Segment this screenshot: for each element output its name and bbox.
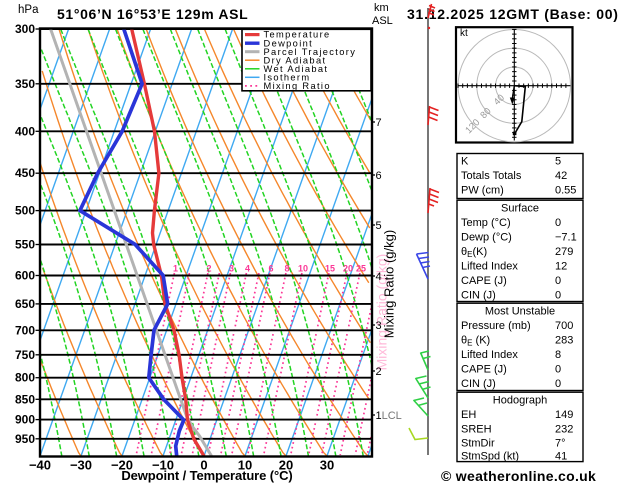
svg-text:550: 550 [15,238,35,252]
svg-text:7: 7 [376,117,382,129]
svg-text:−20: −20 [111,458,133,473]
svg-text:0: 0 [555,275,561,287]
svg-text:8: 8 [284,264,289,274]
svg-text:Mixing Ratio: Mixing Ratio [264,81,331,91]
svg-text:232: 232 [555,423,573,435]
svg-text:Parcel Trajectory: Parcel Trajectory [264,47,357,57]
svg-text:400: 400 [15,124,35,138]
svg-text:350: 350 [15,77,35,91]
svg-text:PW (cm): PW (cm) [461,185,504,197]
svg-text:3: 3 [229,264,234,274]
svg-text:θE(K): θE(K) [461,246,487,259]
svg-text:© weatheronline.co.uk: © weatheronline.co.uk [441,468,596,484]
svg-text:SREH: SREH [461,423,492,435]
svg-text:−40: −40 [29,458,51,473]
svg-text:Wet Adiabat: Wet Adiabat [264,64,329,74]
svg-text:StmSpd (kt): StmSpd (kt) [461,451,519,463]
svg-text:279: 279 [555,246,573,258]
svg-text:Pressure (mb): Pressure (mb) [461,320,531,332]
svg-text:450: 450 [15,166,35,180]
svg-text:2: 2 [206,264,211,274]
svg-text:ASL: ASL [372,15,393,27]
svg-text:0: 0 [555,290,561,302]
svg-text:2: 2 [376,366,382,378]
svg-text:−10: −10 [152,458,174,473]
svg-text:6: 6 [376,170,382,182]
svg-text:Dewpoint / Temperature (°C): Dewpoint / Temperature (°C) [121,468,292,483]
svg-text:CAPE (J): CAPE (J) [461,275,507,287]
svg-text:7°: 7° [555,438,566,450]
svg-text:12: 12 [555,261,567,273]
svg-text:0: 0 [555,378,561,390]
svg-text:0.55: 0.55 [555,185,576,197]
svg-text:km: km [374,2,389,14]
svg-text:700: 700 [15,323,35,337]
svg-text:850: 850 [15,392,35,406]
svg-text:51°06’N 16°53’E 129m ASL: 51°06’N 16°53’E 129m ASL [57,6,248,22]
svg-text:Dewp (°C): Dewp (°C) [461,232,512,244]
svg-text:41: 41 [555,451,567,463]
svg-text:K: K [461,156,469,168]
svg-text:20: 20 [279,458,293,473]
svg-text:EH: EH [461,409,476,421]
svg-text:CAPE (J): CAPE (J) [461,364,507,376]
svg-text:Temp (°C): Temp (°C) [461,217,511,229]
svg-text:CIN (J): CIN (J) [461,290,496,302]
svg-text:Lifted Index: Lifted Index [461,349,518,361]
svg-text:700: 700 [555,320,573,332]
svg-text:4: 4 [245,264,250,274]
svg-text:5: 5 [555,156,561,168]
svg-text:283: 283 [555,335,573,347]
svg-text:5: 5 [376,220,382,232]
svg-text:Most Unstable: Most Unstable [485,306,555,318]
svg-text:3: 3 [376,320,382,332]
svg-text:−30: −30 [70,458,92,473]
svg-text:42: 42 [555,170,567,182]
svg-text:Dewpoint: Dewpoint [264,38,314,48]
svg-text:4: 4 [376,271,382,283]
svg-text:900: 900 [15,413,35,427]
svg-text:1LCL: 1LCL [376,410,402,422]
svg-text:500: 500 [15,204,35,218]
svg-text:−7.1: −7.1 [555,232,577,244]
svg-text:20: 20 [343,264,353,274]
svg-text:650: 650 [15,297,35,311]
svg-text:31.12.2025 12GMT (Base: 00): 31.12.2025 12GMT (Base: 00) [407,6,619,22]
svg-text:950: 950 [15,432,35,446]
svg-text:1: 1 [173,264,178,274]
svg-text:25: 25 [356,264,366,274]
svg-text:Temperature: Temperature [264,30,331,40]
svg-text:kt: kt [460,28,468,39]
svg-text:Surface: Surface [501,203,539,215]
svg-text:30: 30 [320,458,334,473]
svg-text:8: 8 [555,349,561,361]
svg-text:0: 0 [555,364,561,376]
svg-text:15: 15 [325,264,335,274]
svg-text:hPa: hPa [18,4,39,16]
svg-text:6: 6 [268,264,273,274]
svg-text:10: 10 [238,458,252,473]
svg-text:800: 800 [15,371,35,385]
svg-text:Hodograph: Hodograph [493,395,547,407]
svg-text:Mixing Ratio (g/kg): Mixing Ratio (g/kg) [382,230,397,338]
svg-text:θE (K): θE (K) [461,335,490,348]
svg-text:Lifted Index: Lifted Index [461,261,518,273]
svg-text:10: 10 [298,264,308,274]
svg-text:Dry Adiabat: Dry Adiabat [264,55,327,65]
svg-text:750: 750 [15,348,35,362]
svg-text:600: 600 [15,269,35,283]
svg-text:0: 0 [555,217,561,229]
svg-text:0: 0 [200,458,207,473]
svg-text:Isotherm: Isotherm [264,72,311,82]
svg-text:Mixing Ratio (g/kg): Mixing Ratio (g/kg) [374,254,390,371]
svg-text:149: 149 [555,409,573,421]
svg-text:CIN (J): CIN (J) [461,378,496,390]
svg-text:Totals Totals: Totals Totals [461,170,522,182]
svg-text:StmDir: StmDir [461,438,495,450]
svg-text:300: 300 [15,22,35,36]
